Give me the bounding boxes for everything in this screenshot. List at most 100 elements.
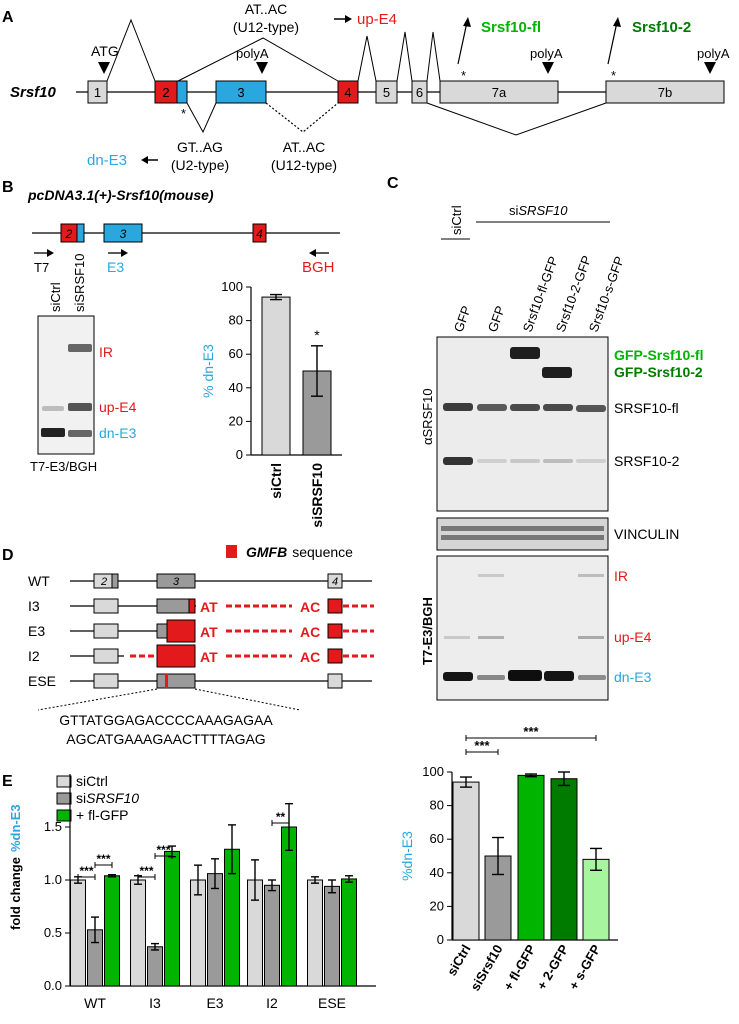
polya-label-3: polyA (697, 46, 730, 61)
d-row-i3-ac: AC (300, 599, 320, 615)
d-row-i3: I3 AT AC (28, 598, 374, 615)
d-row-i2-label: I2 (28, 648, 40, 664)
band-gfp-srsf10-fl: GFP-Srsf10-fl (614, 347, 703, 363)
up-e4-arrow-head (345, 15, 352, 23)
gel-b-band-up-e4-2 (68, 403, 92, 411)
chart-e-ylabel: fold change %dn-E3 (8, 804, 23, 930)
d-row-i3-exon3 (156, 598, 190, 614)
d-row-e3: E3 AT AC (28, 619, 374, 643)
chart-e-ytick-label: 0.5 (44, 925, 62, 940)
chart-b-ytick-label: 100 (221, 279, 243, 294)
d-row-i3-at: AT (200, 599, 218, 615)
srsf10-2-label: Srsf10-2 (632, 19, 691, 36)
chart-e-ylabel-blue: %dn-E3 (8, 804, 23, 852)
u2-label: (U2-type) (171, 157, 229, 173)
construct-exon-3-label: 3 (120, 227, 127, 241)
up-e4-label: up-E4 (357, 11, 397, 28)
chart-b-ytick-label: 60 (229, 346, 243, 361)
polya-marker-2 (542, 62, 554, 74)
chart-c-xtick-label: + s-GFP (566, 942, 604, 993)
chart-c-ytick-label: 40 (430, 865, 444, 880)
e3-arrow-head (121, 249, 128, 257)
gel-b-lane-sictrl: siCtrl (48, 282, 63, 312)
d-row-e3-ac: AC (300, 624, 320, 640)
chart-e-bar (147, 946, 163, 987)
splice-1-2 (106, 18, 156, 82)
exon-2-blue-ext (176, 80, 188, 104)
t7-arrow-head (47, 249, 54, 257)
d-row-wt-exon2-label: 2 (100, 576, 107, 588)
blot-band-2-5 (576, 459, 606, 463)
blot-band-fl-2 (477, 404, 507, 411)
exon-5 (375, 80, 398, 104)
exon-1-label: 1 (94, 85, 101, 100)
chart-e-xtick-label: WT (84, 995, 106, 1011)
gel-c-ir-5 (578, 574, 604, 577)
panel-c: C siCtrl siSRSF10 GFP GFP Srsf10-fl-GFP … (387, 175, 703, 993)
construct-exon-2-label: 2 (65, 227, 73, 241)
bgh-label: BGH (302, 259, 335, 276)
d-row-i2: I2 AT AC (28, 644, 374, 668)
blot-srsf10-label: αSRSF10 (420, 388, 435, 445)
d-row-i3-exon2 (93, 598, 119, 614)
ese-sequence-2: AGCATGAAAGAACTTTTAGAG (66, 731, 265, 747)
lane-c-1: GFP (451, 304, 474, 334)
header-sisrsf10-gene: SRSF10 (518, 203, 568, 218)
exon-7a (439, 80, 559, 104)
exon-1 (87, 80, 108, 104)
exon-5-label: 5 (383, 85, 390, 100)
d-row-ese-label: ESE (28, 673, 56, 689)
exon-2-label: 2 (162, 85, 169, 100)
d-row-wt-exon4 (327, 573, 343, 589)
chart-c-sig-1-label: *** (474, 738, 490, 753)
d-row-i2-exon3-red (156, 644, 196, 668)
gel-b-lane-sisrsf10: siSRSF10 (72, 253, 87, 312)
band-gfp-srsf10-2: GFP-Srsf10-2 (614, 364, 703, 380)
gt-ag-label: GT..AG (177, 139, 223, 155)
e3-label: E3 (107, 259, 124, 275)
d-row-i3-exon4 (327, 598, 343, 614)
exon-7a-star: * (461, 68, 466, 83)
d-row-e3-at: AT (200, 624, 218, 640)
gel-b-band-ir (68, 344, 92, 352)
d-row-wt-exon3-label: 3 (173, 576, 180, 588)
blot-band-2-2 (477, 459, 507, 463)
d-row-i2-exon4 (327, 648, 343, 664)
header-sictrl: siCtrl (449, 205, 464, 235)
gel-b-band-dn-e3-2 (68, 430, 92, 437)
panel-e: E siCtrl siSRSF10 + fl-GFP fold change %d… (2, 773, 376, 1011)
chart-e-sig-i3-1-label: *** (139, 864, 153, 878)
gel-c-dn-3 (508, 670, 542, 681)
d-row-e3-exon3 (156, 623, 168, 639)
d-row-e3-exon3-red (166, 619, 196, 643)
panel-d-letter: D (2, 547, 14, 564)
chart-e-bar (70, 879, 86, 987)
at-ac-bottom-label: AT..AC (283, 139, 326, 155)
srsf10-fl-arrow-head (463, 17, 471, 27)
gel-c-ir-label: IR (614, 568, 628, 584)
gel-c-dn-1 (443, 672, 473, 681)
chart-c-xtick-label: siCtrl (444, 942, 474, 978)
chart-e-ytick-label: 1.5 (44, 819, 62, 834)
gmfb-legend-swatch (226, 545, 237, 558)
chart-b-ylabel: % dn-E3 (200, 344, 216, 398)
lane-c-5: Srsf10-s-GFP (586, 254, 627, 334)
legend-e-gene: SRSF10 (86, 790, 139, 806)
chart-b-bar (261, 296, 291, 456)
d-row-wt-label: WT (28, 573, 50, 589)
chart-e-bar (190, 879, 206, 987)
chart-b-significance: * (314, 327, 320, 343)
chart-e-xtick-label: ESE (318, 995, 346, 1011)
blot-band-2-3 (510, 459, 540, 463)
gel-c-up-e4-label: up-E4 (614, 629, 652, 645)
exon-4-label: 4 (344, 85, 351, 100)
gel-c-dn-e3-label: dn-E3 (614, 669, 652, 685)
chart-e-ytick-label: 1.0 (44, 872, 62, 887)
chart-b-ytick-label: 80 (229, 313, 243, 328)
chart-c-ytick-label: 100 (422, 764, 444, 779)
bgh-arrow-head (309, 249, 316, 257)
blot-band-fl-5 (576, 405, 606, 412)
gel-b-band-dn-e3-1 (41, 428, 65, 437)
d-row-ese: ESE (28, 673, 372, 711)
